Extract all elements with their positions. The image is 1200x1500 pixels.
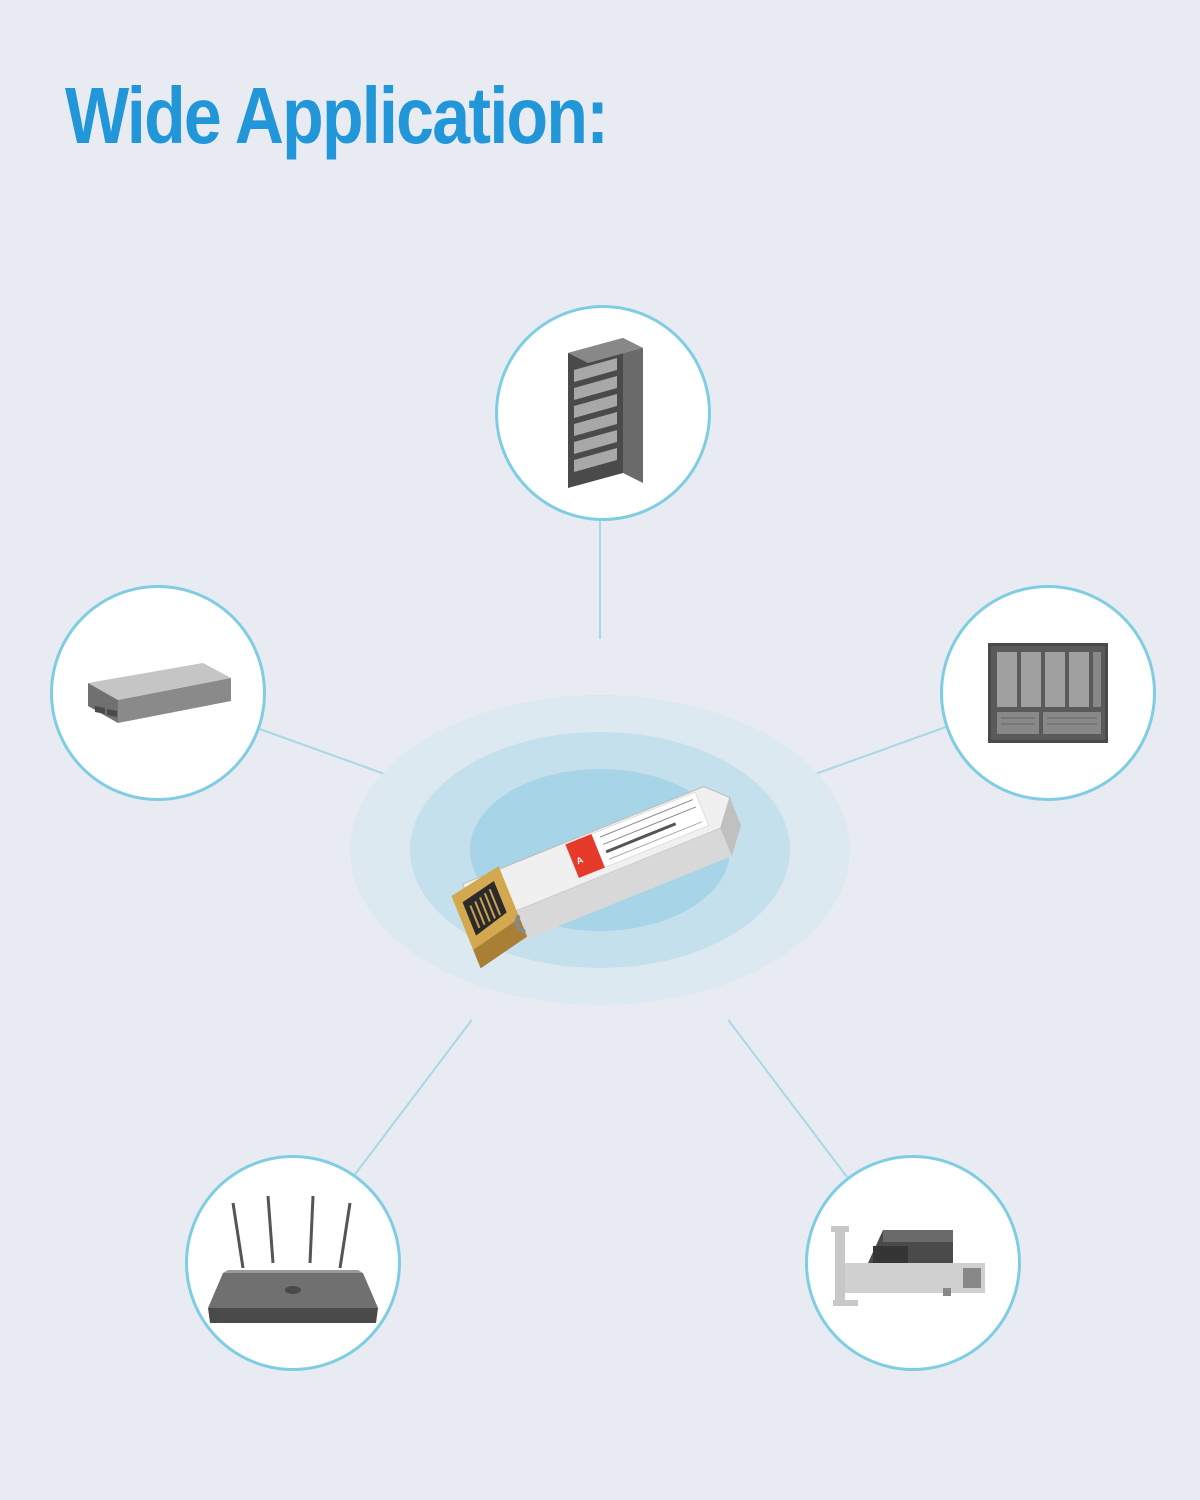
node-nas: [940, 585, 1156, 801]
connector-server: [599, 516, 601, 639]
server-rack-icon: [548, 328, 658, 498]
node-nic: [805, 1155, 1021, 1371]
application-diagram: A: [0, 260, 1200, 1460]
connector-nas: [800, 726, 947, 780]
node-switch: [50, 585, 266, 801]
nic-card-icon: [823, 1208, 1003, 1318]
connector-switch: [253, 726, 400, 780]
node-server: [495, 305, 711, 521]
node-router: [185, 1155, 401, 1371]
router-icon: [198, 1188, 388, 1338]
connector-router: [353, 1020, 473, 1178]
connector-nic: [727, 1020, 847, 1178]
switch-icon: [73, 648, 243, 738]
sfp-transceiver-icon: A: [390, 720, 810, 980]
page-title: Wide Application:: [65, 70, 607, 162]
nas-icon: [973, 628, 1123, 758]
